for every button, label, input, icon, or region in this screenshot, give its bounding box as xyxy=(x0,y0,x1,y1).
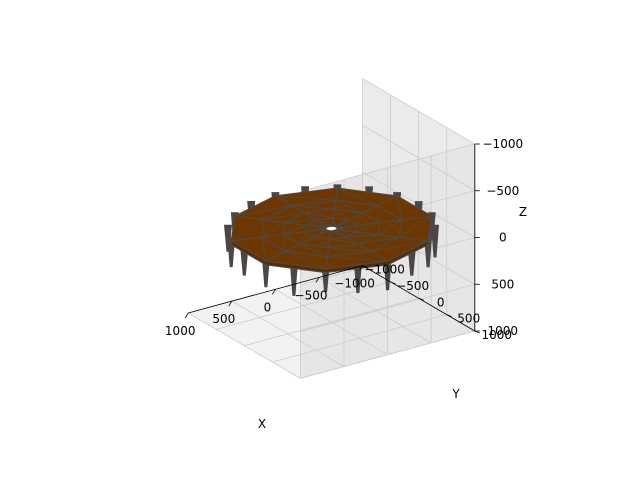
y-tick-mark xyxy=(418,297,424,301)
grid-line xyxy=(187,312,301,379)
y-tick-label: 0 xyxy=(437,295,445,309)
surface-spike xyxy=(289,263,298,296)
surface-edge xyxy=(328,247,371,252)
surface-edge xyxy=(329,238,359,245)
surface-edge xyxy=(283,224,307,235)
surface-edge xyxy=(230,219,265,242)
y-tick-label: −500 xyxy=(396,279,429,293)
surface-spike xyxy=(240,248,249,276)
surface-edge xyxy=(261,222,286,238)
surface-edge xyxy=(275,195,336,201)
x-tick-label: 500 xyxy=(212,312,235,326)
surface-edge xyxy=(370,240,429,252)
z-axis-label: Z xyxy=(519,205,527,219)
surface-edge xyxy=(304,212,334,219)
surface xyxy=(224,184,439,296)
y-tick-mark xyxy=(446,314,452,318)
surface-edge xyxy=(316,219,333,227)
grid-line xyxy=(272,314,447,363)
z-tick-label: 0 xyxy=(499,231,507,245)
x-tick-mark xyxy=(272,289,276,295)
surface-edge xyxy=(314,228,326,238)
y-axis-label: Y xyxy=(451,387,460,401)
grid-line xyxy=(362,125,476,192)
surface-edge xyxy=(398,215,433,238)
z-tick-label: −500 xyxy=(486,184,519,198)
z-tick-label: 500 xyxy=(491,277,514,291)
surface-hole xyxy=(325,225,338,232)
surface-edge xyxy=(285,219,317,223)
x-tick-mark xyxy=(184,312,189,319)
surface-edge xyxy=(282,234,287,252)
surface-edge xyxy=(285,250,326,270)
y-tick-label: 1000 xyxy=(482,328,513,342)
surface-edge xyxy=(299,243,328,258)
x-axis-label: X xyxy=(258,417,266,431)
surface-edge xyxy=(332,217,336,227)
y-tick-label: 500 xyxy=(457,312,480,326)
x-tick-label: −500 xyxy=(295,288,328,302)
surface-edge xyxy=(327,256,388,262)
axis-ticks: 10005000−500−100010005000−500−1000−1000−… xyxy=(165,137,523,342)
surface-edge xyxy=(356,222,380,233)
surface-edge xyxy=(335,199,364,214)
grid-line xyxy=(300,330,475,379)
surface-edge xyxy=(305,227,326,233)
surface-edge xyxy=(358,236,400,245)
surface-edge xyxy=(306,224,329,227)
x-tick-mark xyxy=(228,300,233,307)
grid-line xyxy=(300,143,475,192)
surface-edge xyxy=(263,212,305,221)
surface-spike xyxy=(383,257,392,291)
surface-edge xyxy=(299,231,306,245)
surface-edge xyxy=(337,187,378,207)
surface-edge xyxy=(330,230,347,238)
surface-edge xyxy=(314,236,329,249)
x-tick-label: 0 xyxy=(264,300,272,314)
surface-edge xyxy=(357,212,364,226)
z-tick-label: 1000 xyxy=(488,324,519,338)
surface-edge xyxy=(376,205,381,223)
x-tick-label: −1000 xyxy=(334,277,375,291)
z-tick-label: −1000 xyxy=(483,137,524,151)
surface-edge xyxy=(327,230,331,240)
surface-edge xyxy=(234,205,293,217)
surface-edge xyxy=(292,205,335,210)
surface-edge xyxy=(334,230,357,233)
surface-edge xyxy=(337,224,358,230)
x-tick-mark xyxy=(315,277,320,283)
x-tick-mark xyxy=(359,265,363,271)
surface-spike xyxy=(407,248,416,276)
y-tick-mark xyxy=(390,281,396,285)
surface-edge xyxy=(377,219,402,235)
y-tick-label: −1000 xyxy=(364,263,405,277)
surface-edge xyxy=(334,208,349,221)
surface-edge xyxy=(346,234,378,238)
surface-edge xyxy=(337,219,349,229)
grid-line xyxy=(244,297,419,347)
y-tick-mark xyxy=(362,265,368,268)
surface-edge xyxy=(396,195,403,220)
surface-edge xyxy=(260,237,267,262)
x-tick-label: 1000 xyxy=(165,324,196,338)
grid-line xyxy=(362,78,476,145)
grid-line xyxy=(231,300,345,367)
